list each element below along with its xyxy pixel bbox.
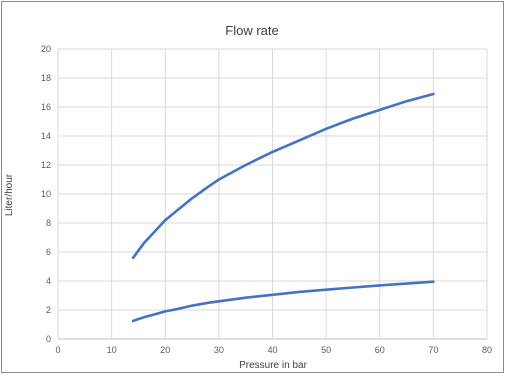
y-axis-label: Liter/hour <box>4 173 15 216</box>
y-tick-label: 4 <box>46 276 51 286</box>
y-tick-label: 20 <box>41 44 51 54</box>
y-tick-label: 12 <box>41 160 51 170</box>
y-tick-label: 14 <box>41 131 51 141</box>
x-tick-label: 40 <box>267 345 277 355</box>
grid-lines <box>57 48 488 340</box>
series-group <box>131 92 435 323</box>
y-tick-label: 10 <box>41 189 51 199</box>
x-tick-label: 50 <box>321 345 331 355</box>
y-tick-label: 8 <box>46 218 51 228</box>
x-axis-label: Pressure in bar <box>239 360 307 371</box>
y-tick-label: 0 <box>46 334 51 344</box>
y-tick-label: 2 <box>46 305 51 315</box>
x-tick-label: 70 <box>428 345 438 355</box>
x-tick-label: 0 <box>55 345 60 355</box>
x-tick-label: 80 <box>482 345 492 355</box>
x-tick-labels: 0 10 20 30 40 50 60 70 80 <box>55 345 492 355</box>
y-tick-label: 18 <box>41 73 51 83</box>
chart-title: Flow rate <box>225 23 278 38</box>
y-tick-labels: 0 2 4 6 8 10 12 14 16 18 20 <box>41 44 51 344</box>
x-tick-label: 10 <box>107 345 117 355</box>
x-tick-label: 60 <box>375 345 385 355</box>
x-tick-label: 20 <box>160 345 170 355</box>
y-tick-label: 16 <box>41 102 51 112</box>
series-line-2 <box>131 280 435 323</box>
x-tick-label: 30 <box>214 345 224 355</box>
y-tick-label: 6 <box>46 247 51 257</box>
series-line-1 <box>131 92 435 260</box>
